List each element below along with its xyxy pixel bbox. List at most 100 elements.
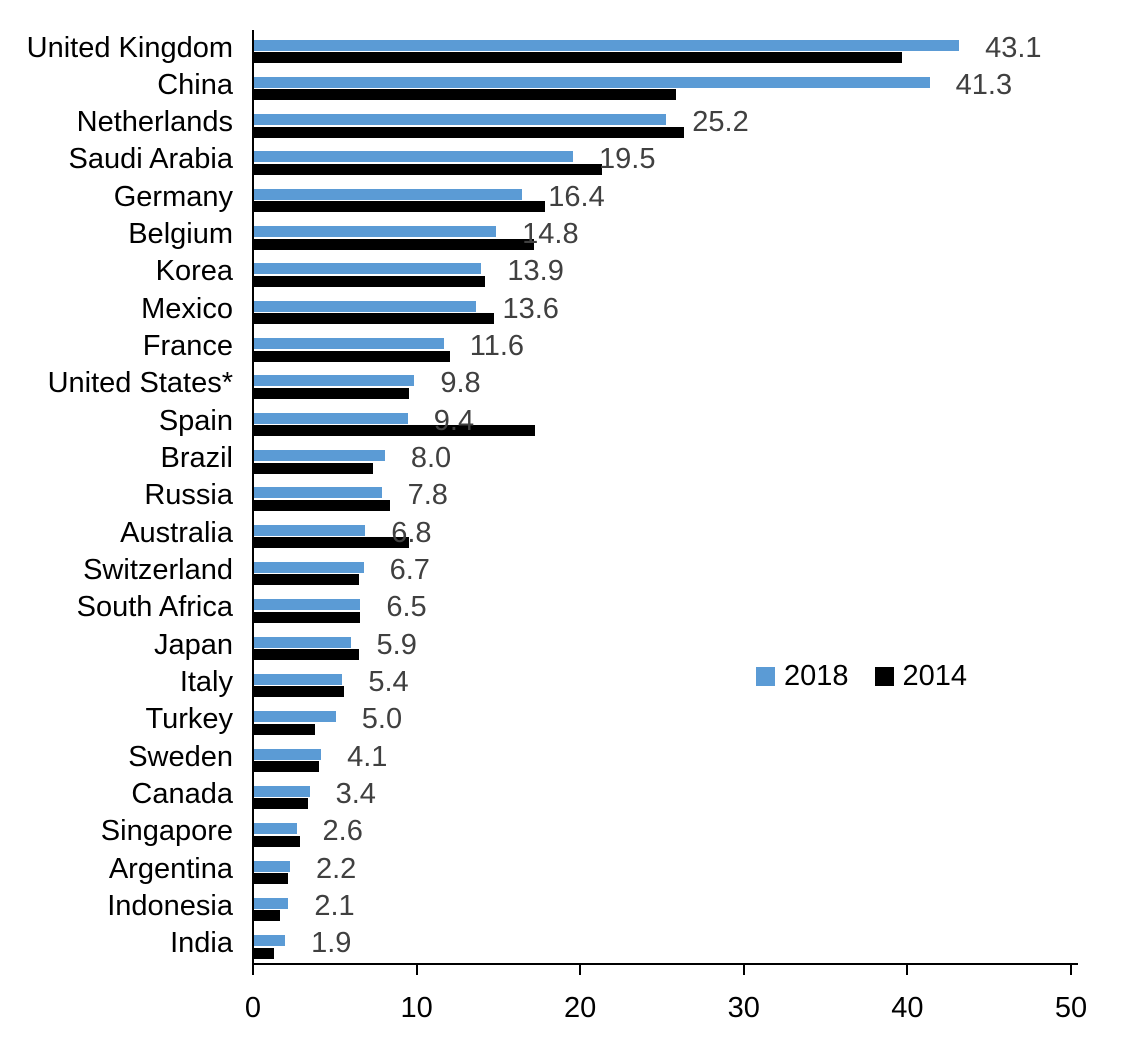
category-label: Argentina xyxy=(108,852,233,885)
value-label: 2.2 xyxy=(315,852,357,885)
category-label: Turkey xyxy=(145,703,233,736)
category-label: Saudi Arabia xyxy=(68,143,233,176)
value-label: 13.9 xyxy=(507,255,564,288)
y-axis-line xyxy=(252,30,254,965)
legend-swatch-2018 xyxy=(756,667,775,686)
bar-2014 xyxy=(254,275,485,287)
x-tick-label: 30 xyxy=(727,992,760,1024)
bar-2018 xyxy=(254,935,286,947)
category-label: Netherlands xyxy=(76,106,233,139)
value-label: 6.8 xyxy=(391,516,432,549)
bar-2014 xyxy=(254,499,390,511)
value-label: 2.6 xyxy=(322,815,363,848)
bar-2014 xyxy=(254,350,451,362)
bar-2014 xyxy=(254,649,359,661)
value-label: 5.0 xyxy=(361,703,403,736)
category-label: Australia xyxy=(120,516,233,549)
category-label: United States* xyxy=(47,367,233,400)
bar-2014 xyxy=(254,313,495,325)
value-label: 6.5 xyxy=(386,591,427,624)
bar-2018 xyxy=(254,338,444,350)
bar-2018 xyxy=(254,300,477,312)
bar-2014 xyxy=(254,798,308,810)
value-label: 41.3 xyxy=(955,68,1013,101)
bar-2014 xyxy=(254,723,315,735)
value-label: 16.4 xyxy=(548,180,605,213)
category-label: Indonesia xyxy=(107,889,233,922)
bar-2014 xyxy=(254,574,359,586)
bar-2018 xyxy=(254,673,343,685)
category-label: Sweden xyxy=(128,740,233,773)
legend-item-2014: 2014 xyxy=(874,660,968,693)
category-label: Italy xyxy=(179,665,233,698)
bar-2018 xyxy=(254,412,408,424)
value-label: 4.1 xyxy=(347,740,388,773)
bar-2018 xyxy=(254,487,382,499)
value-label: 43.1 xyxy=(985,31,1042,64)
bar-2018 xyxy=(254,375,415,387)
value-label: 14.8 xyxy=(522,218,579,251)
bar-2014 xyxy=(254,537,410,549)
x-tick-label: 50 xyxy=(1054,992,1088,1024)
legend-swatch-2014 xyxy=(874,667,894,686)
legend-item-2018: 2018 xyxy=(756,660,849,693)
legend-label-2018: 2018 xyxy=(784,660,849,692)
x-tick-label: 20 xyxy=(564,992,597,1024)
bar-2018 xyxy=(254,748,322,760)
value-label: 25.2 xyxy=(692,106,749,139)
bar-2014 xyxy=(254,910,281,922)
x-tick-label: 0 xyxy=(244,992,262,1024)
bar-2018 xyxy=(254,263,482,275)
bar-2014 xyxy=(254,761,320,773)
category-label: Mexico xyxy=(141,292,233,325)
value-label: 7.8 xyxy=(407,479,448,512)
x-tick-label: 40 xyxy=(891,992,924,1024)
bar-2018 xyxy=(254,636,351,648)
value-label: 9.4 xyxy=(433,404,475,437)
x-axis-line xyxy=(252,963,1078,965)
bar-2018 xyxy=(254,450,385,462)
legend-label-2014: 2014 xyxy=(902,660,968,692)
value-label: 1.9 xyxy=(311,927,352,960)
bar-2018 xyxy=(254,226,497,238)
value-label: 9.8 xyxy=(440,367,481,400)
value-label: 11.6 xyxy=(469,330,525,363)
category-label: China xyxy=(157,68,233,101)
value-label: 3.4 xyxy=(335,777,376,810)
x-tick-mark xyxy=(415,965,418,975)
bar-2014 xyxy=(254,947,274,959)
value-label: 6.7 xyxy=(389,553,430,586)
bar-2018 xyxy=(254,524,366,536)
bar-2018 xyxy=(254,76,930,88)
bar-2018 xyxy=(254,599,361,611)
legend: 2018 2014 xyxy=(756,660,967,693)
bar-2018 xyxy=(254,711,336,723)
value-label: 8.0 xyxy=(410,442,452,475)
bar-2018 xyxy=(254,39,960,51)
bar-2018 xyxy=(254,114,667,126)
x-tick-mark xyxy=(906,965,909,975)
bar-2014 xyxy=(254,835,300,847)
bar-2014 xyxy=(254,387,410,399)
bar-2018 xyxy=(254,785,310,797)
bar-2014 xyxy=(254,425,536,437)
x-tick-mark xyxy=(742,965,745,975)
category-label: Belgium xyxy=(128,218,233,251)
bar-2018 xyxy=(254,897,289,909)
category-label: Russia xyxy=(144,479,233,512)
bar-2014 xyxy=(254,89,677,101)
bar-2014 xyxy=(254,686,344,698)
value-label: 5.9 xyxy=(376,628,417,661)
bar-2014 xyxy=(254,52,902,63)
bar-2018 xyxy=(254,561,364,573)
bar-2014 xyxy=(254,462,374,474)
bar-2014 xyxy=(254,611,361,623)
value-label: 5.4 xyxy=(368,665,409,698)
bar-2018 xyxy=(254,860,290,872)
bar-2014 xyxy=(254,238,534,250)
bar-2018 xyxy=(254,151,574,163)
category-label: Japan xyxy=(153,628,233,661)
x-tick-label: 10 xyxy=(400,992,433,1024)
category-label: South Africa xyxy=(76,591,233,624)
